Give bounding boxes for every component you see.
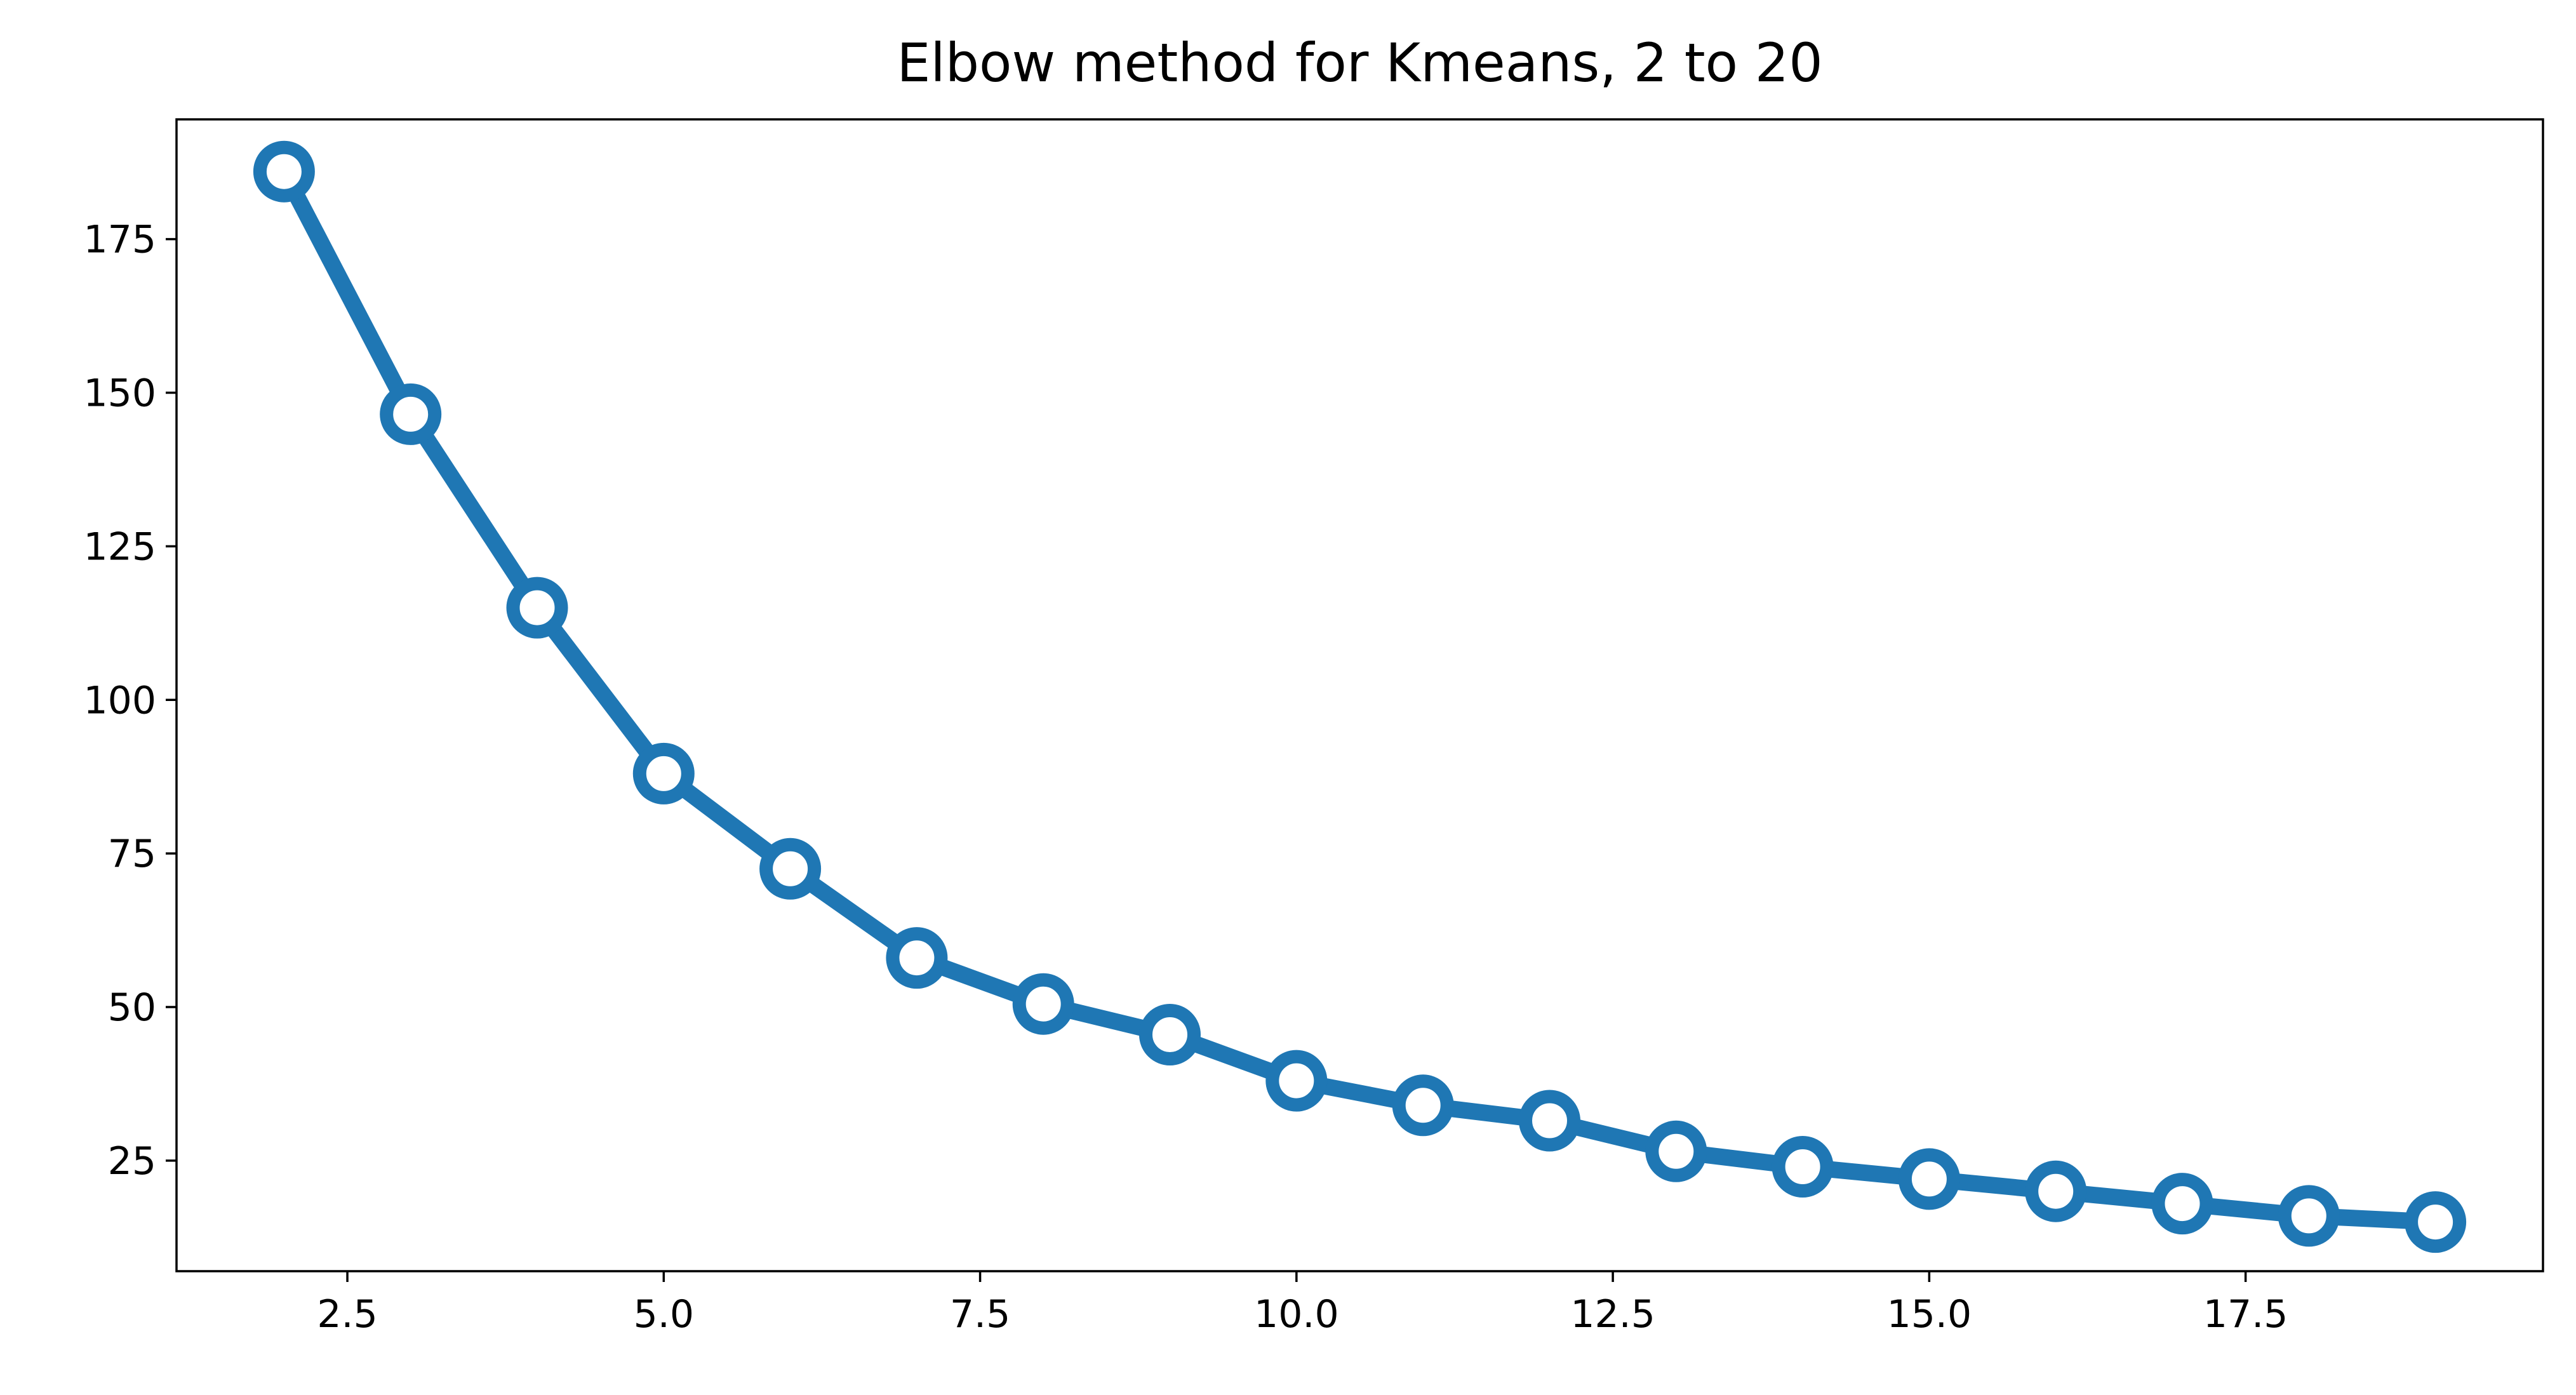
x-tick-label: 10.0 — [1254, 1292, 1339, 1337]
data-point — [1898, 1148, 1960, 1210]
y-tick-label: 25 — [108, 1139, 156, 1184]
y-tick-label: 75 — [108, 832, 156, 876]
chart-title: Elbow method for Kmeans, 2 to 20 — [897, 32, 1822, 94]
data-point — [1645, 1120, 1707, 1182]
data-point — [759, 838, 822, 900]
data-point — [2025, 1160, 2087, 1222]
data-point — [886, 927, 948, 989]
x-tick-label: 2.5 — [317, 1292, 377, 1337]
data-point — [1012, 973, 1074, 1035]
y-tick-label: 175 — [83, 218, 156, 262]
y-tick-label: 50 — [108, 985, 156, 1030]
data-point — [1519, 1090, 1580, 1152]
x-tick-label: 17.5 — [2203, 1292, 2288, 1337]
data-point — [506, 577, 568, 639]
x-tick-label: 7.5 — [950, 1292, 1010, 1337]
y-tick-label: 125 — [83, 524, 156, 569]
x-tick-label: 15.0 — [1887, 1292, 1972, 1337]
data-point — [632, 742, 695, 804]
data-point — [2151, 1173, 2213, 1235]
data-point — [380, 383, 442, 445]
data-point — [1139, 1004, 1201, 1065]
plot-area: 2.5 5.0 7.5 10.0 12.5 15.0 17.5 25 50 75 100 125 150… — [83, 118, 2544, 1337]
x-tick-label: 12.5 — [1570, 1292, 1655, 1337]
data-point — [2405, 1191, 2467, 1253]
axes-frame — [175, 118, 2544, 1272]
data-point — [1392, 1074, 1454, 1137]
data-point — [1772, 1136, 1834, 1198]
y-tick-label: 150 — [83, 371, 156, 416]
y-tick-label: 100 — [83, 678, 156, 723]
x-tick-label: 5.0 — [634, 1292, 694, 1337]
data-point — [1265, 1050, 1328, 1112]
data-point — [253, 140, 315, 203]
data-point — [2278, 1185, 2340, 1247]
